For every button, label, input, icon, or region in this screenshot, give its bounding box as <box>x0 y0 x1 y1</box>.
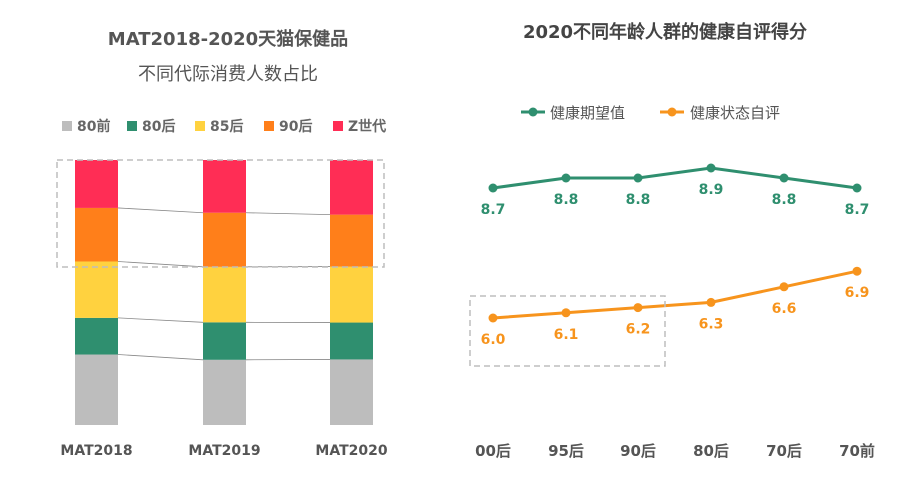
left-connector-line <box>117 354 204 361</box>
left-bar-segment <box>75 261 118 318</box>
left-bar-segment <box>75 317 118 355</box>
right-x-tick-label: 70后 <box>766 442 802 460</box>
left-legend-label: 80前 <box>77 118 110 135</box>
left-bar-segment <box>330 160 373 215</box>
left-connector-line <box>117 207 204 214</box>
right-data-point <box>488 313 498 323</box>
left-legend-label: 85后 <box>210 118 243 135</box>
right-data-point <box>633 303 643 313</box>
left-highlight-box <box>56 159 385 268</box>
left-bar-segment <box>330 214 373 267</box>
right-legend-label: 健康期望值 <box>550 104 625 122</box>
left-x-tick-label: MAT2020 <box>315 443 387 459</box>
right-data-point <box>706 163 716 173</box>
right-legend-marker <box>667 107 677 117</box>
left-x-tick-label: MAT2019 <box>188 443 260 459</box>
right-data-label: 8.9 <box>699 182 724 198</box>
right-data-point <box>852 183 862 193</box>
right-x-tick-label: 70前 <box>839 442 875 460</box>
right-data-point <box>561 173 571 183</box>
left-chart-title-line1: MAT2018-2020天猫保健品 <box>108 28 348 50</box>
right-data-label: 8.8 <box>554 192 579 208</box>
right-data-point <box>633 173 643 183</box>
right-data-point <box>488 183 498 193</box>
right-legend-marker <box>528 107 538 117</box>
right-x-tick-label: 00后 <box>475 442 511 460</box>
right-data-label: 6.9 <box>845 285 870 301</box>
right-x-tick-label: 95后 <box>548 442 584 460</box>
left-bar-segment <box>75 160 118 208</box>
right-chart-title: 2020不同年龄人群的健康自评得分 <box>523 21 807 43</box>
left-stacked-bars <box>75 160 373 425</box>
right-data-label: 8.8 <box>626 192 651 208</box>
right-data-label: 8.8 <box>772 192 797 208</box>
left-bar-segment <box>75 207 118 262</box>
left-legend: 80前 80后 85后 90后 Z世代 <box>62 118 386 135</box>
right-data-point <box>779 282 789 292</box>
right-data-label: 6.2 <box>626 322 651 338</box>
left-connector-line <box>245 212 331 216</box>
left-x-axis-labels: MAT2018 MAT2019 MAT2020 <box>60 443 387 459</box>
right-data-label: 6.1 <box>554 327 579 343</box>
right-data-point <box>852 266 862 276</box>
left-legend-label: 90后 <box>279 118 312 135</box>
left-legend-label: 80后 <box>142 118 175 135</box>
right-legend: 健康期望值 健康状态自评 <box>521 104 780 122</box>
right-series-line <box>492 269 858 320</box>
right-x-axis-labels: 00后 95后 90后 80后 70后 70前 <box>475 442 875 460</box>
left-x-tick-label: MAT2018 <box>60 443 132 459</box>
right-data-label: 6.3 <box>699 316 724 332</box>
left-bar-segment <box>203 266 246 323</box>
left-legend-swatch <box>333 121 343 131</box>
right-data-point <box>561 308 571 318</box>
right-series-line <box>492 166 858 190</box>
left-chart-title-line2: 不同代际消费人数占比 <box>138 64 318 85</box>
left-bar-segment <box>330 322 373 360</box>
left-bar-segment <box>330 266 373 323</box>
right-line-series: 8.7 8.8 8.8 8.9 8.8 8.7 6.0 6.1 6.2 6.3 6.6 6.9 <box>481 163 870 348</box>
left-bar-segment <box>203 160 246 213</box>
left-legend-swatch <box>62 121 72 131</box>
left-connector-line <box>117 317 204 323</box>
left-bar-segment <box>203 359 246 425</box>
left-legend-swatch <box>195 121 205 131</box>
right-data-point <box>779 173 789 183</box>
right-highlight-box <box>469 295 666 367</box>
right-legend-label: 健康状态自评 <box>690 104 780 122</box>
right-data-label: 6.6 <box>772 301 797 317</box>
left-legend-swatch <box>127 121 137 131</box>
left-legend-swatch <box>264 121 274 131</box>
right-data-label: 6.0 <box>481 332 506 348</box>
left-bar-segment <box>203 322 246 360</box>
left-bar-segment <box>203 212 246 267</box>
left-bar-segment <box>75 354 118 425</box>
left-legend-label: Z世代 <box>348 118 386 135</box>
right-x-tick-label: 90后 <box>620 442 656 460</box>
left-bar-segment <box>330 359 373 425</box>
left-connector-line <box>117 261 204 268</box>
right-data-point <box>706 297 716 307</box>
right-data-label: 8.7 <box>845 202 870 218</box>
right-data-label: 8.7 <box>481 202 506 218</box>
right-x-tick-label: 80后 <box>693 442 729 460</box>
